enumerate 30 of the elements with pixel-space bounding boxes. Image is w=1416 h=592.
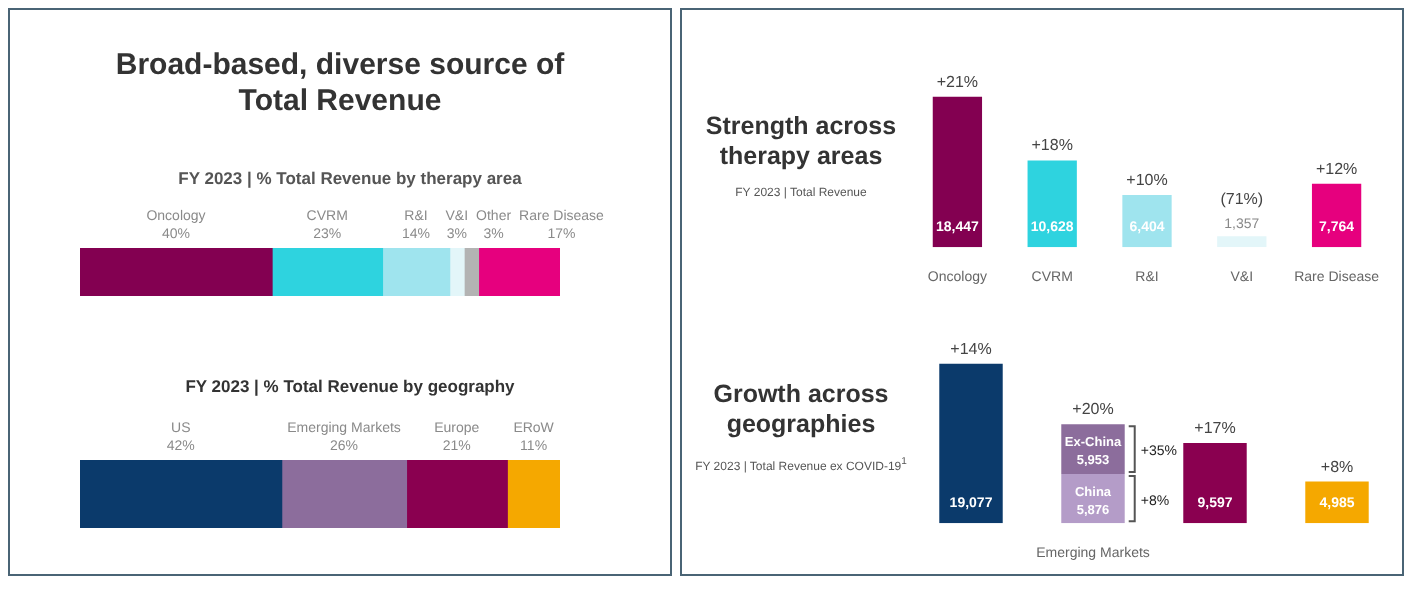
chart-title: Broad-based, diverse source of Total Revenue (113, 48, 567, 120)
bar (280, 460, 408, 528)
annotation: +20% (1072, 400, 1114, 419)
bar (477, 248, 560, 296)
bar (1311, 183, 1362, 248)
bar (1122, 194, 1172, 248)
bar (939, 363, 1003, 524)
annotation: (71%) (1220, 190, 1264, 209)
bar (1027, 160, 1077, 248)
chart-title: FY 2023 | % Total Revenue by geography (183, 376, 517, 397)
text: Growth across geographies (711, 380, 891, 440)
annotation: +14% (950, 339, 992, 358)
annotation: +18% (1031, 136, 1073, 155)
annotation: +21% (936, 72, 979, 91)
chart-subtitle: FY 2023 | % Total Revenue by therapy area (176, 168, 524, 188)
bar (932, 96, 983, 248)
bar (1217, 236, 1267, 248)
bar (506, 460, 560, 528)
bar (1183, 442, 1247, 524)
bar (448, 248, 465, 296)
annotation: +10% (1126, 170, 1168, 189)
text: Strength across therapy areas (703, 112, 899, 172)
annotation: +8% (1320, 457, 1354, 476)
bar (271, 248, 384, 296)
annotation: +12% (1315, 159, 1358, 178)
bar (405, 460, 508, 528)
bar (381, 248, 451, 296)
bar (80, 460, 283, 528)
bar (80, 248, 273, 296)
annotation: +17% (1194, 418, 1236, 437)
